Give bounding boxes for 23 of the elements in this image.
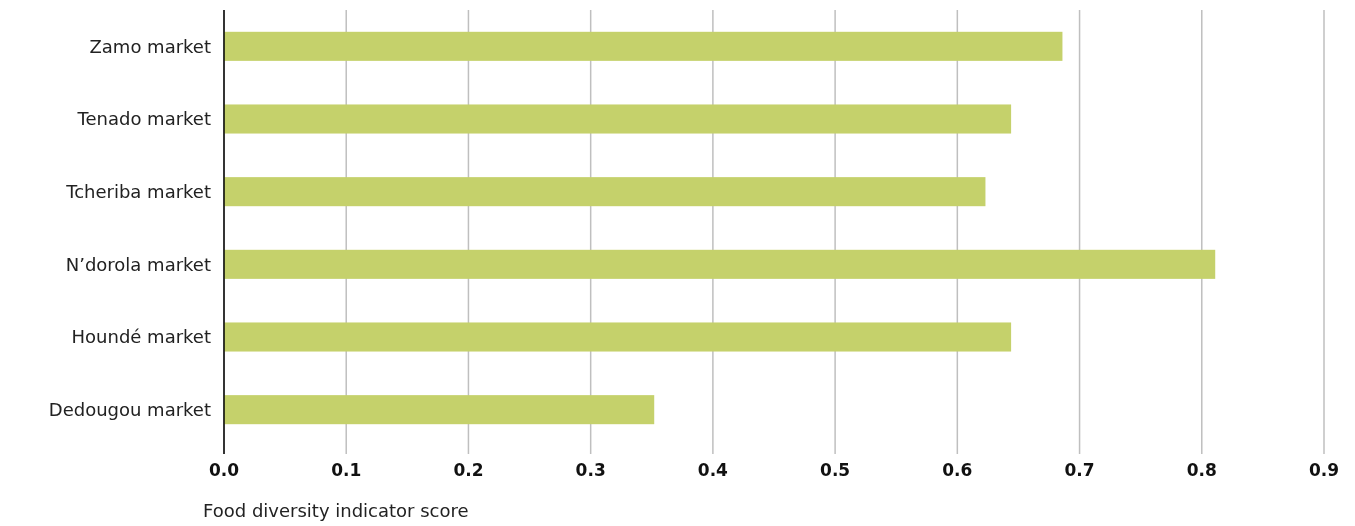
y-tick-label: Houndé market: [71, 326, 211, 348]
x-tick-label: 0.2: [453, 460, 484, 480]
x-tick-label: 0.6: [942, 460, 973, 480]
x-tick-label: 0.7: [1064, 460, 1095, 480]
x-tick-label: 0.1: [331, 460, 362, 480]
x-tick-label: 0.9: [1308, 460, 1340, 480]
y-tick-label: Zamo market: [89, 35, 211, 57]
x-axis-title: Food diversity indicator score: [203, 500, 469, 521]
y-tick-label: Dedougou market: [48, 398, 211, 420]
bar: [224, 322, 1012, 352]
y-tick-label: N’dorola market: [65, 253, 211, 275]
bar: [224, 177, 986, 207]
y-tick-label: Tcheriba market: [65, 180, 211, 202]
bar: [224, 104, 1012, 134]
bar: [224, 395, 655, 425]
x-tick-label: 0.0: [208, 460, 240, 480]
bar: [224, 31, 1063, 61]
y-tick-label: Tenado market: [76, 108, 211, 130]
x-tick-label: 0.8: [1186, 460, 1217, 480]
x-tick-label: 0.5: [820, 460, 851, 480]
bar: [224, 249, 1216, 279]
x-tick-label: 0.4: [697, 460, 729, 480]
x-tick-label: 0.3: [575, 460, 606, 480]
